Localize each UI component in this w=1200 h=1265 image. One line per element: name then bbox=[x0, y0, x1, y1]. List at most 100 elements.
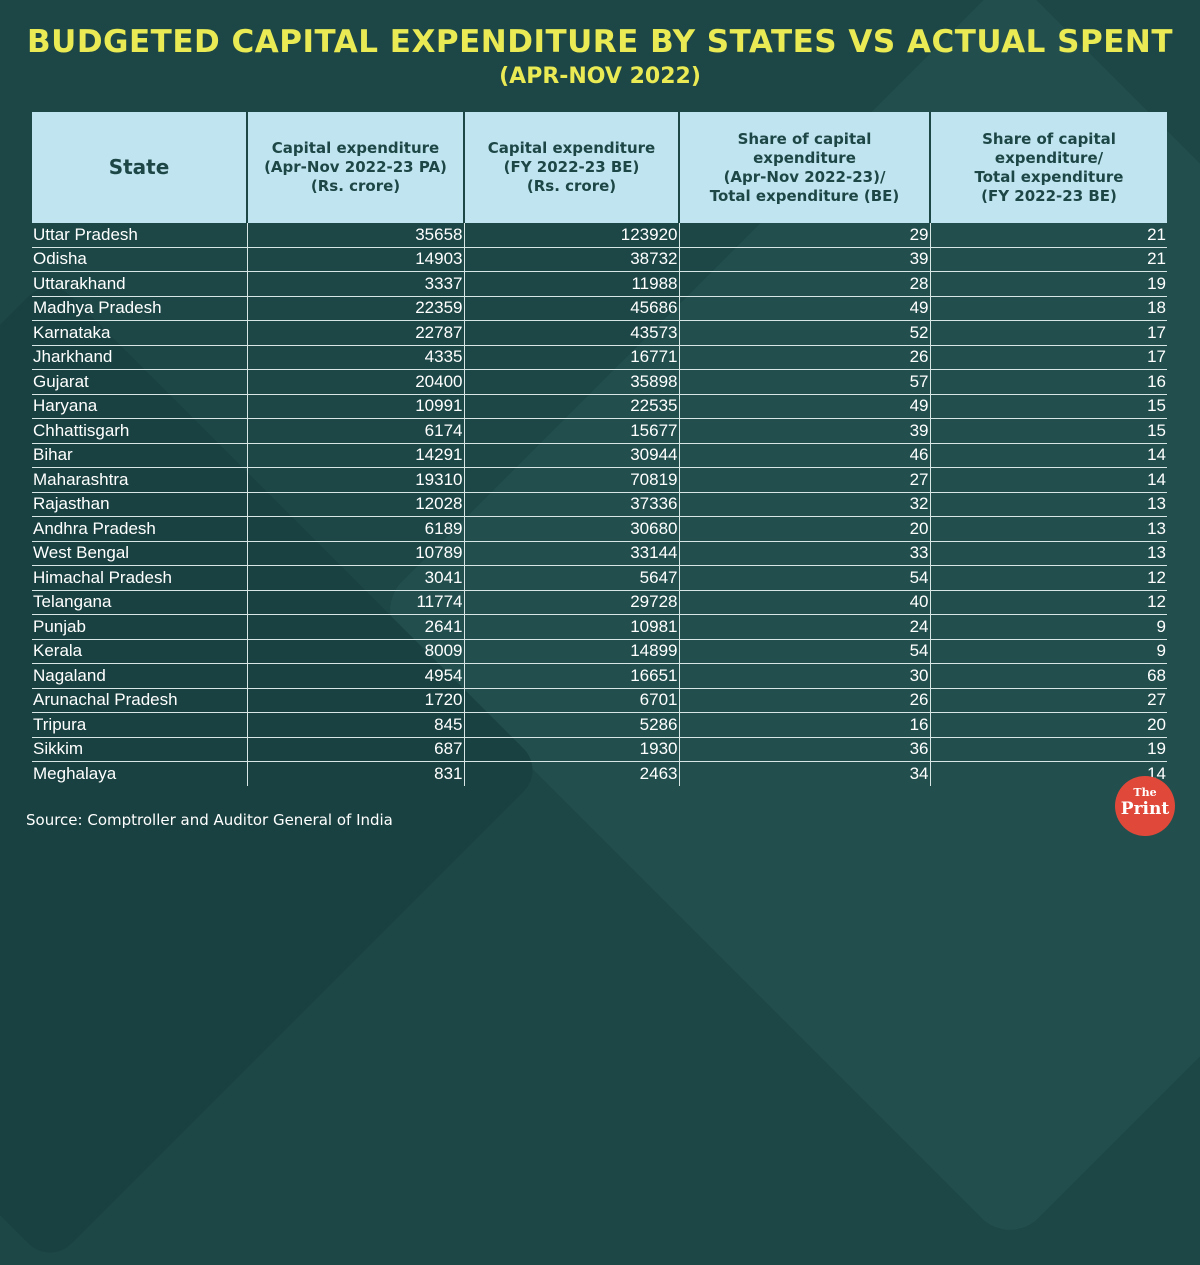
cell-share-fy: 14 bbox=[930, 467, 1167, 493]
header-line: (FY 2022-23 BE) bbox=[503, 158, 640, 176]
cell-capex-fy: 35898 bbox=[464, 369, 680, 395]
cell-capex-apr-nov: 3041 bbox=[247, 565, 465, 591]
table-row: Chhattisgarh 6174 15677 39 15 bbox=[32, 418, 1167, 444]
cell-state: Arunachal Pradesh bbox=[32, 688, 248, 713]
cell-state: Punjab bbox=[32, 614, 248, 640]
cell-share-fy: 13 bbox=[930, 492, 1167, 517]
cell-capex-apr-nov: 3337 bbox=[247, 271, 465, 297]
cell-share-apr-nov: 27 bbox=[679, 467, 931, 493]
cell-share-fy: 68 bbox=[930, 663, 1167, 689]
header-line: Total expenditure bbox=[974, 167, 1124, 186]
cell-capex-apr-nov: 8009 bbox=[247, 639, 465, 664]
header-row: State Capital expenditure (Apr-Nov 2022-… bbox=[32, 112, 1167, 223]
expenditure-table: State Capital expenditure (Apr-Nov 2022-… bbox=[32, 112, 1167, 786]
cell-share-apr-nov: 49 bbox=[679, 296, 931, 321]
header-line: (Rs. crore) bbox=[526, 177, 617, 195]
table-row: Meghalaya 831 2463 34 14 bbox=[32, 761, 1167, 786]
cell-share-fy: 15 bbox=[930, 418, 1167, 444]
cell-share-apr-nov: 20 bbox=[679, 516, 931, 542]
table-body: Uttar Pradesh 35658 123920 29 21 Odisha 14903 3… bbox=[32, 223, 1167, 786]
header-share-apr-nov: Share of capital expenditure (Apr-Nov 20… bbox=[679, 112, 931, 223]
cell-share-apr-nov: 30 bbox=[679, 663, 931, 689]
table-row: Arunachal Pradesh 1720 6701 26 27 bbox=[32, 688, 1167, 713]
cell-capex-fy: 45686 bbox=[464, 296, 680, 321]
cell-capex-fy: 14899 bbox=[464, 639, 680, 664]
cell-capex-apr-nov: 10789 bbox=[247, 541, 465, 566]
cell-capex-apr-nov: 831 bbox=[247, 761, 465, 786]
cell-state: Sikkim bbox=[32, 737, 248, 762]
cell-capex-apr-nov: 4335 bbox=[247, 345, 465, 370]
header-state-label: State bbox=[108, 155, 170, 179]
header-line: Capital expenditure bbox=[487, 139, 656, 157]
cell-share-apr-nov: 54 bbox=[679, 639, 931, 664]
table-row: Tripura 845 5286 16 20 bbox=[32, 712, 1167, 738]
cell-state: Karnataka bbox=[32, 320, 248, 346]
cell-share-fy: 27 bbox=[930, 688, 1167, 713]
table-row: Himachal Pradesh 3041 5647 54 12 bbox=[32, 565, 1167, 591]
cell-share-fy: 17 bbox=[930, 320, 1167, 346]
cell-state: Odisha bbox=[32, 247, 248, 272]
cell-capex-apr-nov: 22787 bbox=[247, 320, 465, 346]
cell-state: Bihar bbox=[32, 443, 248, 468]
header-line: (Apr-Nov 2022-23 PA) bbox=[264, 158, 447, 176]
cell-capex-apr-nov: 22359 bbox=[247, 296, 465, 321]
table-row: Punjab 2641 10981 24 9 bbox=[32, 614, 1167, 640]
cell-share-apr-nov: 28 bbox=[679, 271, 931, 297]
header-line: expenditure/ bbox=[994, 148, 1104, 167]
cell-share-fy: 17 bbox=[930, 345, 1167, 370]
cell-share-apr-nov: 52 bbox=[679, 320, 931, 346]
cell-capex-apr-nov: 2641 bbox=[247, 614, 465, 640]
cell-capex-apr-nov: 6189 bbox=[247, 516, 465, 542]
cell-capex-fy: 16651 bbox=[464, 663, 680, 689]
cell-capex-fy: 6701 bbox=[464, 688, 680, 713]
cell-share-apr-nov: 39 bbox=[679, 418, 931, 444]
cell-state: Himachal Pradesh bbox=[32, 565, 248, 591]
cell-capex-fy: 16771 bbox=[464, 345, 680, 370]
table-row: Uttar Pradesh 35658 123920 29 21 bbox=[32, 223, 1167, 248]
cell-share-apr-nov: 32 bbox=[679, 492, 931, 517]
table-row: Jharkhand 4335 16771 26 17 bbox=[32, 345, 1167, 370]
header-share-fy: Share of capital expenditure/ Total expe… bbox=[930, 112, 1167, 223]
cell-state: Meghalaya bbox=[32, 761, 248, 786]
cell-capex-fy: 10981 bbox=[464, 614, 680, 640]
cell-capex-fy: 15677 bbox=[464, 418, 680, 444]
cell-capex-fy: 1930 bbox=[464, 737, 680, 762]
cell-share-fy: 9 bbox=[930, 639, 1167, 664]
chart-title: BUDGETED CAPITAL EXPENDITURE BY STATES V… bbox=[27, 24, 1173, 60]
cell-capex-fy: 11988 bbox=[464, 271, 680, 297]
cell-state: Uttar Pradesh bbox=[32, 223, 248, 248]
table-row: Karnataka 22787 43573 52 17 bbox=[32, 320, 1167, 346]
table-row: Uttarakhand 3337 11988 28 19 bbox=[32, 271, 1167, 297]
cell-capex-apr-nov: 4954 bbox=[247, 663, 465, 689]
cell-share-fy: 12 bbox=[930, 590, 1167, 615]
cell-state: Jharkhand bbox=[32, 345, 248, 370]
cell-share-apr-nov: 40 bbox=[679, 590, 931, 615]
cell-share-apr-nov: 26 bbox=[679, 345, 931, 370]
cell-capex-fy: 5647 bbox=[464, 565, 680, 591]
table-row: West Bengal 10789 33144 33 13 bbox=[32, 541, 1167, 566]
cell-capex-fy: 123920 bbox=[464, 223, 680, 248]
cell-share-fy: 19 bbox=[930, 737, 1167, 762]
cell-capex-apr-nov: 19310 bbox=[247, 467, 465, 493]
header-line: Share of capital bbox=[982, 129, 1116, 148]
table-row: Madhya Pradesh 22359 45686 49 18 bbox=[32, 296, 1167, 321]
header-line: (Apr-Nov 2022-23)/ bbox=[723, 167, 886, 186]
header-line: (FY 2022-23 BE) bbox=[981, 186, 1117, 205]
cell-capex-apr-nov: 1720 bbox=[247, 688, 465, 713]
cell-state: Telangana bbox=[32, 590, 248, 615]
cell-share-apr-nov: 26 bbox=[679, 688, 931, 713]
cell-capex-fy: 2463 bbox=[464, 761, 680, 786]
cell-share-apr-nov: 57 bbox=[679, 369, 931, 395]
cell-capex-apr-nov: 11774 bbox=[247, 590, 465, 615]
cell-share-apr-nov: 29 bbox=[679, 223, 931, 248]
cell-state: Uttarakhand bbox=[32, 271, 248, 297]
table-row: Gujarat 20400 35898 57 16 bbox=[32, 369, 1167, 395]
cell-capex-apr-nov: 12028 bbox=[247, 492, 465, 517]
header-line: (Rs. crore) bbox=[310, 177, 401, 195]
cell-capex-apr-nov: 845 bbox=[247, 712, 465, 738]
cell-share-fy: 12 bbox=[930, 565, 1167, 591]
table-row: Sikkim 687 1930 36 19 bbox=[32, 737, 1167, 762]
cell-capex-apr-nov: 35658 bbox=[247, 223, 465, 248]
header-line: Total expenditure (BE) bbox=[709, 186, 900, 205]
cell-share-apr-nov: 16 bbox=[679, 712, 931, 738]
